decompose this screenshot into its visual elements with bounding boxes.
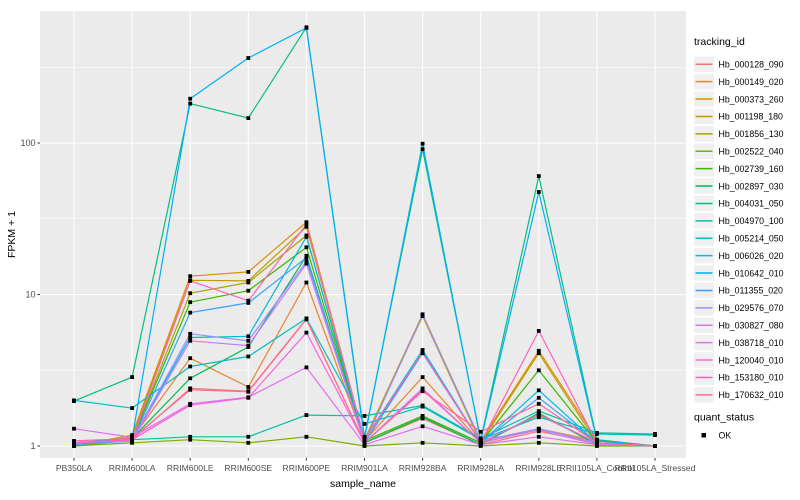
legend-label: Hb_001856_130 xyxy=(719,129,784,139)
legend-label: Hb_004031_050 xyxy=(719,199,784,209)
legend-entry-Hb_005214_050: Hb_005214_050 xyxy=(694,230,784,246)
legend-entry-Hb_004031_050: Hb_004031_050 xyxy=(694,195,784,212)
x-tick-label: RRII105LA_Stressed xyxy=(615,463,696,473)
legend-label: Hb_002739_160 xyxy=(719,164,784,174)
legend-label: Hb_153180_010 xyxy=(719,373,784,383)
ok-square-icon xyxy=(701,433,706,438)
gridlines xyxy=(40,11,686,458)
legend-entry-Hb_006026_020: Hb_006026_020 xyxy=(694,247,784,264)
quant-status-entry: OK xyxy=(701,431,732,441)
x-tick-label: RRIM600LA xyxy=(109,463,156,473)
x-axis-title: sample_name xyxy=(330,478,396,490)
x-tick-label: RRII105LA_Control xyxy=(560,463,635,473)
panel xyxy=(40,11,686,458)
x-tick-label: RRIM928LA xyxy=(457,463,504,473)
legend-label: Hb_002897_030 xyxy=(719,181,784,191)
legend-entry-Hb_153180_010: Hb_153180_010 xyxy=(694,369,784,386)
legend-entry-Hb_000128_090: Hb_000128_090 xyxy=(694,56,784,72)
legend-label: Hb_005214_050 xyxy=(719,234,784,244)
y-tick-label: 10 xyxy=(25,290,35,300)
legend-entry-Hb_002897_030: Hb_002897_030 xyxy=(694,178,784,194)
x-tick-label: RRIM928BA xyxy=(399,463,447,473)
legend-label: Hb_004970_100 xyxy=(719,216,784,226)
quant-status-entries: OK xyxy=(701,431,732,441)
legend-label: Hb_002522_040 xyxy=(719,147,784,157)
x-tick-label: RRIM600LE xyxy=(167,463,214,473)
data-points xyxy=(72,25,657,448)
legend-label: Hb_001198_180 xyxy=(719,112,784,122)
y-tick-label: 100 xyxy=(20,138,35,148)
legend-title-quant-status: quant_status xyxy=(694,412,754,424)
legend-entry-Hb_001856_130: Hb_001856_130 xyxy=(694,126,784,142)
y-axis-title: FPKM + 1 xyxy=(6,211,18,258)
legend-entry-Hb_030827_080: Hb_030827_080 xyxy=(694,317,784,333)
legend-entry-Hb_120040_010: Hb_120040_010 xyxy=(694,352,784,368)
legend-label: Hb_029576_070 xyxy=(719,303,784,313)
x-tick-label: PB350LA xyxy=(56,463,93,473)
legend-label: Hb_006026_020 xyxy=(719,251,784,261)
x-tick-label: RRIM901LA xyxy=(341,463,388,473)
legend-label: Hb_120040_010 xyxy=(719,355,784,365)
y-axis: 1 10 100 xyxy=(20,138,40,451)
legend-label: Hb_000373_260 xyxy=(719,94,784,104)
legend-entry-Hb_010642_010: Hb_010642_010 xyxy=(694,265,784,281)
legend-label: Hb_030827_080 xyxy=(719,321,784,331)
x-axis: PB350LA RRIM600LA RRIM600LE RRIM600SE RRIM60… xyxy=(56,458,696,473)
x-tick-label: RRIM928LE xyxy=(515,463,562,473)
legend-label: Hb_000149_020 xyxy=(719,77,784,87)
legend-entry-Hb_000373_260: Hb_000373_260 xyxy=(694,91,784,107)
panel-background xyxy=(40,11,686,458)
legend-entry-Hb_170632_010: Hb_170632_010 xyxy=(694,387,784,403)
legend-entries: Hb_000128_090 Hb_000149_020 Hb_000373_260 H… xyxy=(694,56,784,403)
legend-entry-Hb_004970_100: Hb_004970_100 xyxy=(694,213,784,229)
legend-entry-Hb_011355_020: Hb_011355_020 xyxy=(694,282,784,299)
legend-label: Hb_038718_010 xyxy=(719,338,784,348)
legend-entry-Hb_002739_160: Hb_002739_160 xyxy=(694,160,784,177)
legend-label: Hb_010642_010 xyxy=(719,268,784,278)
x-tick-label: RRIM600SE xyxy=(224,463,272,473)
x-tick-label: RRIM600PE xyxy=(283,463,331,473)
quant-status-label: OK xyxy=(719,431,732,441)
legend-entry-Hb_001198_180: Hb_001198_180 xyxy=(694,108,784,125)
legend-entry-Hb_038718_010: Hb_038718_010 xyxy=(694,334,784,351)
legend-label: Hb_170632_010 xyxy=(719,390,784,400)
legend-entry-Hb_029576_070: Hb_029576_070 xyxy=(694,300,784,316)
legend-entry-Hb_002522_040: Hb_002522_040 xyxy=(694,143,784,159)
y-tick-label: 1 xyxy=(30,441,35,451)
legend-entry-Hb_000149_020: Hb_000149_020 xyxy=(694,73,784,90)
legend-label: Hb_000128_090 xyxy=(719,60,784,70)
legend-title-tracking-id: tracking_id xyxy=(694,36,745,48)
legend: tracking_id Hb_000128_090Hb_000149_020Hb… xyxy=(694,36,784,441)
legend-label: Hb_011355_020 xyxy=(719,286,784,296)
